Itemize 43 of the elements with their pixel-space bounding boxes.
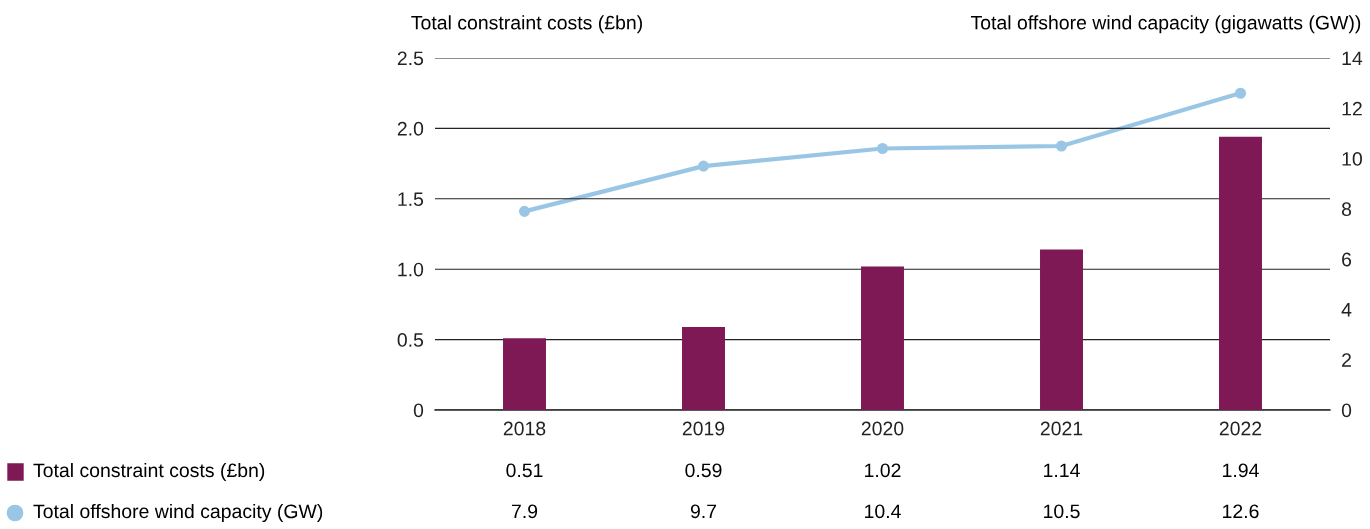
y-axis-title: Total constraint costs (£bn)	[411, 15, 642, 34]
y2-tick-label: 12	[1342, 101, 1362, 116]
bar	[682, 326, 725, 410]
y2-tick-label: 8	[1341, 202, 1352, 217]
bar	[503, 338, 546, 410]
data-label: 10.4	[865, 504, 901, 519]
y2-tick-label: 4	[1341, 303, 1352, 317]
point	[1234, 87, 1247, 99]
point	[1055, 140, 1068, 152]
data-label: 0.59	[685, 463, 722, 478]
point	[518, 205, 531, 217]
data-label: 7.9	[511, 504, 538, 519]
data-label: 0.51	[506, 463, 543, 478]
data-label: 10.5	[1044, 504, 1080, 519]
y2-tick-label: 2	[1342, 353, 1351, 367]
data-label: 1.94	[1223, 463, 1259, 478]
y-tick-label: 1.0	[398, 262, 424, 277]
y2-tick-label: 0	[1341, 403, 1352, 418]
y-tick-label: 0	[413, 403, 424, 418]
x-tick-label: 2020	[861, 421, 904, 436]
x-tick-label: 2021	[1040, 421, 1083, 436]
data-label: 1.02	[865, 463, 901, 478]
y2-axis-title: Total offshore wind capacity (gigawatts (GW))	[970, 15, 1361, 34]
legend-label: Total constraint costs (£bn)	[33, 462, 265, 482]
bar	[1040, 249, 1083, 410]
y-tick-label: 2.5	[397, 51, 424, 66]
y-tick-label: 1.5	[398, 192, 424, 207]
x-tick-label: 2022	[1219, 421, 1262, 436]
y2-tick-label: 10	[1342, 152, 1362, 166]
legend-label: Total offshore wind capacity (GW)	[33, 503, 323, 523]
y-tick-label: 2.0	[397, 121, 424, 136]
point	[697, 160, 710, 172]
bar	[861, 266, 904, 410]
x-tick-label: 2018	[503, 421, 546, 436]
x-tick-label: 2019	[682, 421, 725, 436]
y2-tick-label: 14	[1342, 51, 1363, 66]
data-label: 12.6	[1223, 504, 1259, 519]
data-label: 1.14	[1044, 463, 1080, 478]
y2-tick-label: 6	[1342, 252, 1352, 267]
point	[876, 142, 889, 155]
data-label: 9.7	[690, 504, 717, 519]
bar	[1219, 136, 1262, 410]
y-tick-label: 0.5	[397, 333, 424, 347]
